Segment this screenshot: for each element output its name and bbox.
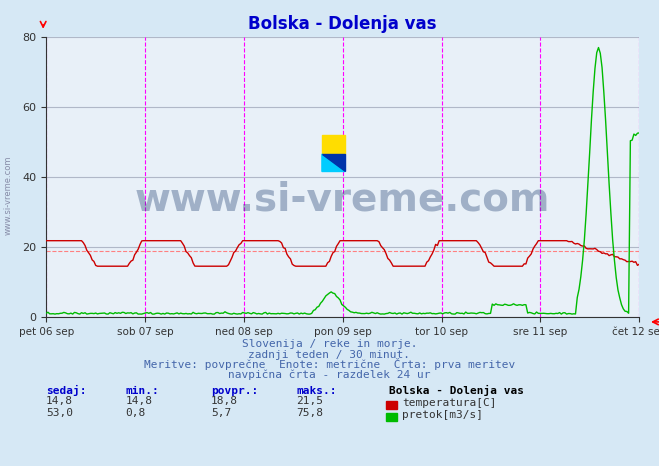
- Text: 75,8: 75,8: [297, 408, 324, 418]
- Text: pretok[m3/s]: pretok[m3/s]: [402, 410, 483, 420]
- Text: maks.:: maks.:: [297, 386, 337, 396]
- Text: 0,8: 0,8: [125, 408, 146, 418]
- Text: www.si-vreme.com: www.si-vreme.com: [135, 180, 550, 219]
- Text: 18,8: 18,8: [211, 396, 238, 406]
- Title: Bolska - Dolenja vas: Bolska - Dolenja vas: [248, 15, 437, 33]
- Bar: [322, 135, 345, 154]
- Text: 14,8: 14,8: [46, 396, 73, 406]
- Text: Bolska - Dolenja vas: Bolska - Dolenja vas: [389, 385, 524, 396]
- Text: temperatura[C]: temperatura[C]: [402, 398, 496, 408]
- Polygon shape: [322, 154, 345, 171]
- Text: 53,0: 53,0: [46, 408, 73, 418]
- Text: min.:: min.:: [125, 386, 159, 396]
- Text: www.si-vreme.com: www.si-vreme.com: [3, 156, 13, 235]
- Text: Meritve: povprečne  Enote: metrične  Črta: prva meritev: Meritve: povprečne Enote: metrične Črta:…: [144, 358, 515, 370]
- Text: 5,7: 5,7: [211, 408, 231, 418]
- Text: navpična črta - razdelek 24 ur: navpična črta - razdelek 24 ur: [228, 370, 431, 380]
- Text: 21,5: 21,5: [297, 396, 324, 406]
- Text: povpr.:: povpr.:: [211, 386, 258, 396]
- Text: Slovenija / reke in morje.: Slovenija / reke in morje.: [242, 339, 417, 349]
- Text: zadnji teden / 30 minut.: zadnji teden / 30 minut.: [248, 350, 411, 360]
- Polygon shape: [322, 154, 345, 171]
- Text: sedaj:: sedaj:: [46, 385, 86, 396]
- Text: 14,8: 14,8: [125, 396, 152, 406]
